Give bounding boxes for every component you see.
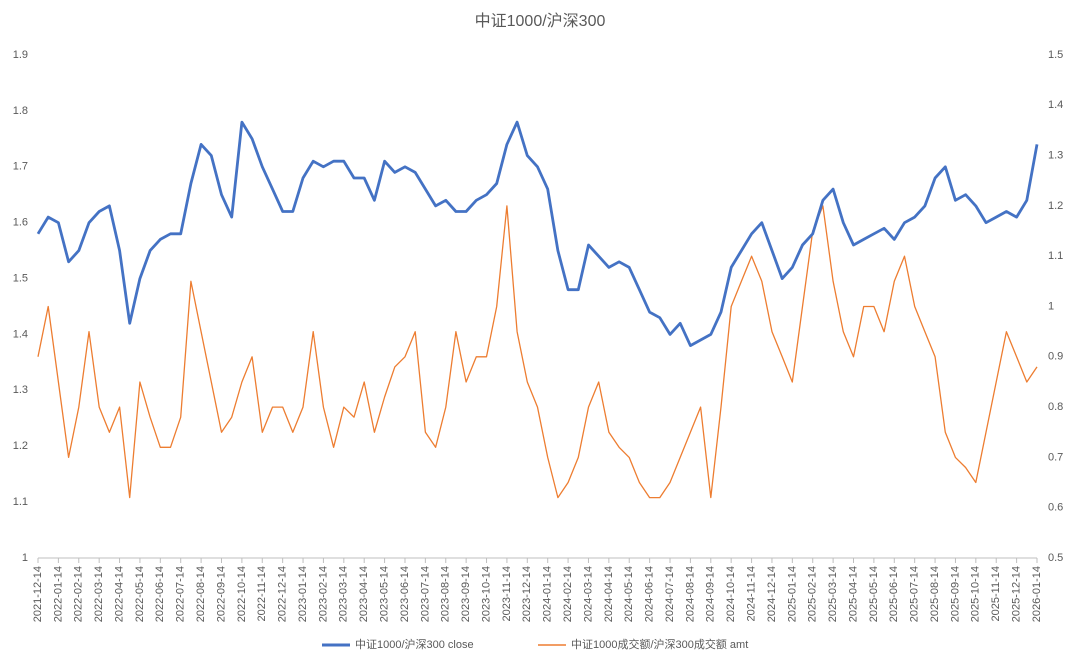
- y2-tick-label: 0.5: [1048, 552, 1063, 564]
- x-tick-label: 2025-09-14: [949, 566, 961, 622]
- x-tick-label: 2025-02-14: [807, 566, 819, 622]
- x-tick-label: 2024-08-14: [684, 566, 696, 622]
- x-tick-label: 2022-07-14: [175, 566, 187, 622]
- x-tick-label: 2022-06-14: [154, 566, 166, 622]
- y2-tick-label: 0.8: [1048, 401, 1063, 413]
- y2-tick-label: 1: [1048, 300, 1054, 312]
- y2-tick-label: 1.5: [1048, 49, 1063, 61]
- legend-label: 中证1000成交额/沪深300成交额 amt: [571, 637, 748, 651]
- y2-tick-label: 1.1: [1048, 250, 1063, 262]
- x-tick-label: 2022-08-14: [195, 566, 207, 622]
- x-tick-label: 2023-12-14: [521, 566, 533, 622]
- y-tick-label: 1.7: [13, 161, 28, 173]
- y2-tick-label: 0.6: [1048, 502, 1063, 514]
- y-tick-label: 1.9: [13, 49, 28, 61]
- x-tick-label: 2025-12-14: [1011, 566, 1023, 622]
- x-tick-label: 2024-02-14: [562, 566, 574, 622]
- x-tick-label: 2023-11-14: [501, 566, 513, 621]
- x-tick-label: 2023-10-14: [480, 566, 492, 622]
- x-tick-label: 2024-01-14: [542, 566, 554, 622]
- x-tick-label: 2022-10-14: [236, 566, 248, 622]
- x-tick-label: 2024-03-14: [582, 566, 594, 622]
- x-tick-label: 2023-08-14: [440, 566, 452, 622]
- y-tick-label: 1.6: [13, 217, 28, 229]
- x-tick-label: 2022-03-14: [93, 566, 105, 622]
- x-tick-label: 2024-05-14: [623, 566, 635, 622]
- series-line: [36, 120, 1039, 347]
- x-tick-label: 2025-04-14: [847, 566, 859, 622]
- y-tick-label: 1.8: [13, 105, 28, 117]
- x-tick-label: 2023-06-14: [399, 566, 411, 622]
- x-tick-label: 2022-12-14: [277, 566, 289, 622]
- x-tick-label: 2021-12-14: [32, 566, 44, 622]
- x-tick-label: 2026-01-14: [1031, 566, 1043, 622]
- y2-tick-label: 1.3: [1048, 150, 1063, 162]
- x-tick-label: 2022-02-14: [73, 566, 85, 622]
- x-tick-label: 2023-09-14: [460, 566, 472, 622]
- x-tick-label: 2022-05-14: [134, 566, 146, 622]
- y2-tick-label: 1.2: [1048, 200, 1063, 212]
- x-tick-label: 2024-10-14: [725, 566, 737, 622]
- x-tick-label: 2024-12-14: [766, 566, 778, 622]
- x-tick-label: 2022-01-14: [52, 566, 64, 622]
- x-tick-label: 2024-04-14: [603, 566, 615, 622]
- x-tick-label: 2025-06-14: [888, 566, 900, 622]
- x-tick-label: 2023-02-14: [317, 566, 329, 622]
- chart-title: 中证1000/沪深300: [475, 12, 606, 30]
- x-tick-label: 2025-07-14: [909, 566, 921, 622]
- y2-tick-label: 1.4: [1048, 99, 1063, 111]
- x-tick-label: 2023-05-14: [378, 566, 390, 622]
- x-tick-label: 2024-09-14: [705, 566, 717, 622]
- x-tick-label: 2023-07-14: [419, 566, 431, 622]
- legend-label: 中证1000/沪深300 close: [355, 637, 474, 651]
- y-tick-label: 1: [22, 552, 28, 564]
- x-tick-label: 2025-10-14: [970, 566, 982, 622]
- x-tick-label: 2025-05-14: [868, 566, 880, 622]
- x-tick-label: 2022-11-14: [256, 566, 268, 621]
- y-tick-label: 1.5: [13, 272, 28, 284]
- y2-tick-label: 0.9: [1048, 351, 1063, 363]
- x-tick-label: 2025-03-14: [827, 566, 839, 622]
- y2-tick-label: 0.7: [1048, 451, 1063, 463]
- y-tick-label: 1.2: [13, 440, 28, 452]
- x-tick-label: 2023-01-14: [297, 566, 309, 622]
- y-tick-label: 1.4: [13, 328, 28, 340]
- series-line: [37, 205, 1038, 499]
- x-tick-label: 2025-08-14: [929, 566, 941, 622]
- x-tick-label: 2024-07-14: [664, 566, 676, 622]
- y-tick-label: 1.3: [13, 384, 28, 396]
- x-tick-label: 2022-04-14: [113, 566, 125, 622]
- x-tick-label: 2022-09-14: [215, 566, 227, 622]
- x-tick-label: 2023-04-14: [358, 566, 370, 622]
- x-tick-label: 2025-01-14: [786, 566, 798, 622]
- x-tick-label: 2025-11-14: [990, 566, 1002, 621]
- x-tick-label: 2024-11-14: [745, 566, 757, 621]
- y-tick-label: 1.1: [13, 496, 28, 508]
- x-tick-label: 2023-03-14: [338, 566, 350, 622]
- x-tick-label: 2024-06-14: [644, 566, 656, 622]
